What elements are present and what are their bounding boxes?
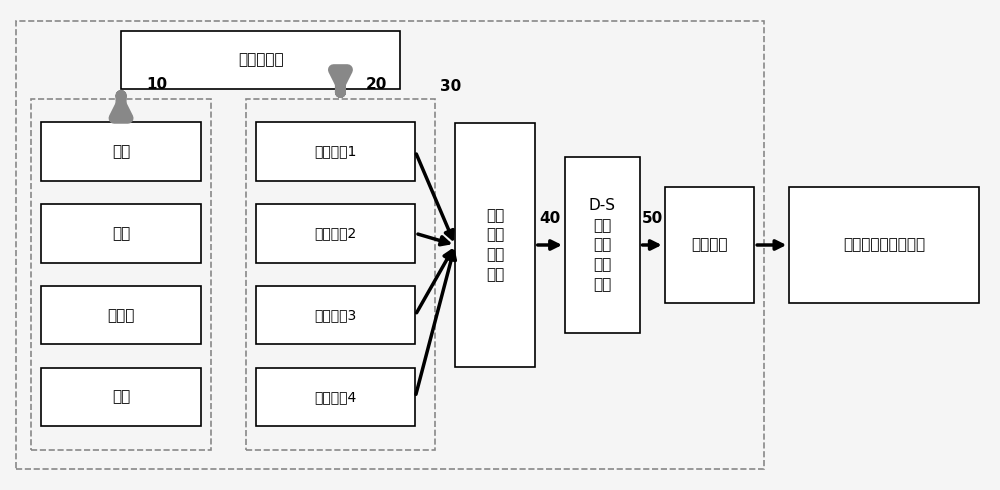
Text: 基本
概率
分配
函数: 基本 概率 分配 函数 — [486, 208, 504, 282]
FancyBboxPatch shape — [256, 286, 415, 344]
Text: 空压机性能识别结果: 空压机性能识别结果 — [843, 238, 925, 252]
FancyBboxPatch shape — [455, 123, 535, 367]
FancyBboxPatch shape — [121, 30, 400, 89]
FancyBboxPatch shape — [41, 204, 201, 263]
FancyBboxPatch shape — [256, 204, 415, 263]
Text: D-S
证据
理论
融合
模型: D-S 证据 理论 融合 模型 — [589, 198, 616, 292]
Text: 40: 40 — [539, 211, 560, 225]
FancyBboxPatch shape — [665, 187, 754, 303]
Text: 声发射: 声发射 — [107, 308, 135, 322]
Text: 决策准则: 决策准则 — [691, 238, 728, 252]
FancyBboxPatch shape — [41, 286, 201, 344]
FancyBboxPatch shape — [789, 187, 979, 303]
Text: 50: 50 — [641, 211, 663, 225]
Text: 电流: 电流 — [112, 226, 130, 241]
Text: 10: 10 — [146, 77, 167, 92]
Text: 隶属度倃3: 隶属度倃3 — [314, 308, 357, 322]
Text: 振动: 振动 — [112, 144, 130, 159]
FancyBboxPatch shape — [41, 368, 201, 426]
Text: 温度: 温度 — [112, 390, 130, 405]
Text: 20: 20 — [365, 77, 387, 92]
Text: 隶属度倃2: 隶属度倃2 — [314, 226, 357, 240]
FancyBboxPatch shape — [565, 157, 640, 333]
FancyBboxPatch shape — [256, 368, 415, 426]
Text: 隶属度倃1: 隶属度倃1 — [314, 145, 357, 158]
Text: 隶属度倃4: 隶属度倃4 — [314, 390, 357, 404]
Text: 隶属度函数: 隶属度函数 — [238, 52, 283, 67]
Text: 30: 30 — [440, 79, 461, 94]
FancyBboxPatch shape — [41, 122, 201, 181]
FancyBboxPatch shape — [256, 122, 415, 181]
